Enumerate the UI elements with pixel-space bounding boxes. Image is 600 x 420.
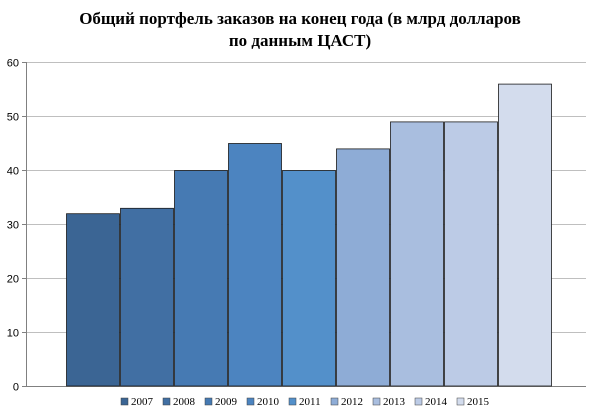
bar-2010 xyxy=(228,143,282,387)
legend-label-2010: 2010 xyxy=(257,396,280,408)
legend-label-2015: 2015 xyxy=(467,396,490,408)
axes xyxy=(26,62,586,387)
legend-swatch-2011 xyxy=(288,397,297,406)
bar-2013 xyxy=(390,121,444,387)
bar-2007 xyxy=(66,213,120,387)
y-tick-label: 0 xyxy=(13,382,19,394)
legend-label-2007: 2007 xyxy=(131,396,154,408)
legend-swatch-2012 xyxy=(330,397,339,406)
legend-label-2009: 2009 xyxy=(215,396,238,408)
y-tick-label: 10 xyxy=(7,328,19,340)
legend-label-2012: 2012 xyxy=(341,396,363,408)
y-axis-ticks: 0 10 20 30 40 50 60 xyxy=(7,58,26,394)
y-tick-label: 40 xyxy=(7,166,19,178)
bar-2009 xyxy=(174,170,228,387)
y-tick-label: 20 xyxy=(7,274,19,286)
legend-swatch-2009 xyxy=(204,397,213,406)
legend-label-2013: 2013 xyxy=(383,396,406,408)
legend-swatch-2014 xyxy=(414,397,423,406)
bars xyxy=(66,83,552,387)
legend-label-2011: 2011 xyxy=(299,396,321,408)
y-tick-label: 30 xyxy=(7,220,19,232)
legend-swatch-2013 xyxy=(372,397,381,406)
y-tick-label: 50 xyxy=(7,112,19,124)
legend-swatch-2015 xyxy=(456,397,465,406)
legend-label-2008: 2008 xyxy=(173,396,196,408)
legend-swatch-2008 xyxy=(162,397,171,406)
chart-title-line-2: по данным ЦАСТ) xyxy=(228,31,372,50)
y-tick-label: 60 xyxy=(7,58,19,70)
chart-title: Общий портфель заказов на конец года (в … xyxy=(0,8,600,52)
bar-2012 xyxy=(336,148,390,387)
bar-2014 xyxy=(444,121,498,387)
bar-2015 xyxy=(498,83,552,387)
legend-label-2014: 2014 xyxy=(425,396,448,408)
legend: 2007 2008 2009 2010 2011 2012 2013 2014 2015 xyxy=(120,396,490,408)
chart-title-line-1: Общий портфель заказов на конец года (в … xyxy=(79,9,521,28)
bar-2008 xyxy=(120,207,174,387)
legend-swatch-2010 xyxy=(246,397,255,406)
bar-2011 xyxy=(282,170,336,387)
legend-swatch-2007 xyxy=(120,397,129,406)
